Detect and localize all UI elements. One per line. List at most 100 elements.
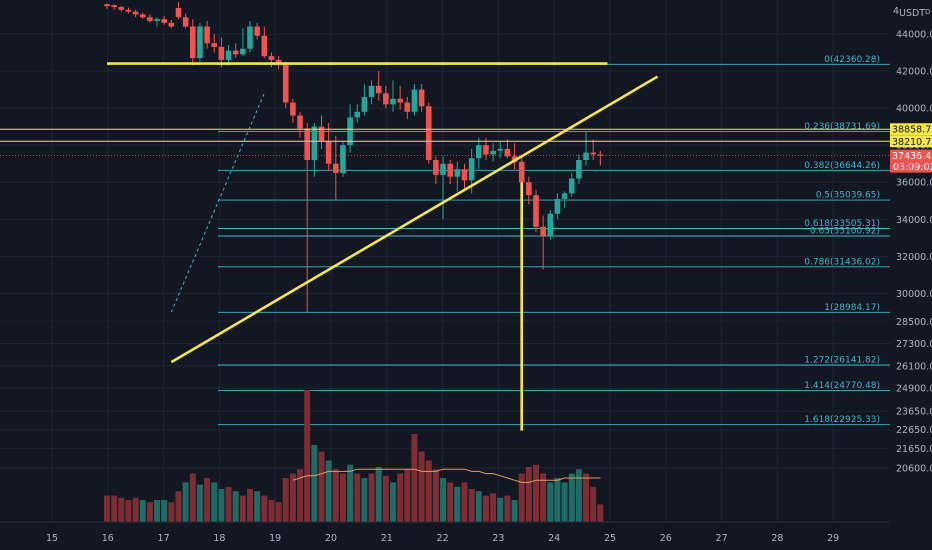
candle-body bbox=[190, 26, 196, 59]
candle bbox=[597, 150, 604, 166]
volume-bar bbox=[404, 469, 411, 522]
candle bbox=[197, 22, 203, 62]
fib-retracement[interactable]: 0(42360.28) 0.236(38731.69) 0.382(36644.26… bbox=[218, 55, 890, 425]
volume-bar bbox=[275, 502, 282, 522]
volume-bar bbox=[411, 434, 418, 522]
candle bbox=[476, 137, 482, 170]
price-tag-box bbox=[890, 123, 932, 136]
candle-body bbox=[583, 152, 589, 160]
y-tick-label: 30000.00 bbox=[896, 289, 932, 300]
volume-bar bbox=[304, 390, 311, 522]
y-tick-label: 27300.00 bbox=[896, 339, 932, 350]
candle bbox=[168, 20, 175, 29]
candle-body bbox=[261, 35, 268, 57]
volume-bar bbox=[132, 497, 139, 522]
candle-body bbox=[433, 159, 439, 175]
candle-body bbox=[111, 5, 117, 8]
candle-body bbox=[175, 7, 182, 18]
volume-bar bbox=[318, 451, 325, 522]
candle-body bbox=[225, 50, 232, 60]
candle bbox=[247, 20, 253, 53]
candle-body bbox=[504, 148, 511, 157]
currency-label: USDT bbox=[899, 8, 925, 19]
trend-lines[interactable] bbox=[107, 62, 659, 431]
candle-body bbox=[390, 98, 396, 105]
candle-body bbox=[118, 7, 125, 10]
x-tick-label: 20 bbox=[325, 533, 337, 544]
candle bbox=[540, 215, 546, 270]
countdown-label: 03:09:02 bbox=[893, 162, 932, 173]
volume-bar bbox=[204, 478, 211, 522]
volume-bar bbox=[325, 460, 332, 522]
candle bbox=[554, 193, 561, 220]
x-tick-label: 27 bbox=[716, 533, 728, 544]
candle-body bbox=[540, 226, 546, 237]
volume-bar bbox=[182, 482, 189, 522]
candle-body bbox=[361, 96, 368, 112]
candle-body bbox=[476, 145, 482, 159]
candle-body bbox=[518, 161, 525, 183]
volume-bar bbox=[146, 502, 153, 522]
volume-bar bbox=[525, 467, 532, 522]
scale-number: 4 bbox=[893, 6, 899, 17]
volume-bar bbox=[461, 482, 468, 522]
price-tag-label: 38210.73 bbox=[892, 137, 932, 148]
candle-body bbox=[354, 111, 361, 118]
volume-bar bbox=[468, 489, 475, 522]
candle-body bbox=[440, 163, 446, 175]
candle bbox=[154, 17, 160, 27]
candle bbox=[590, 139, 596, 160]
y-tick-label: 44000.00 bbox=[896, 29, 932, 40]
candle bbox=[440, 156, 446, 220]
candle-body bbox=[533, 195, 539, 227]
volume-bar bbox=[289, 473, 296, 522]
time-axis[interactable]: 15 16 17 18 19 20 21 22 23 24 25 26 27 28 29 bbox=[0, 521, 890, 544]
volume-bar bbox=[397, 473, 404, 522]
price-axis[interactable]: 4 USDT D 44000.0042000.0040000.0038000.0… bbox=[893, 6, 932, 474]
volume-bar bbox=[225, 486, 232, 522]
y-tick-label: 42000.00 bbox=[896, 67, 932, 78]
candle-body bbox=[340, 145, 346, 173]
volume-bar bbox=[104, 495, 110, 522]
candle bbox=[433, 156, 439, 185]
last-price-tag-box bbox=[890, 149, 932, 173]
volume-bar bbox=[218, 489, 225, 522]
candle bbox=[175, 2, 182, 20]
y-tick-label: 22650.00 bbox=[896, 425, 932, 436]
volume-bar bbox=[490, 493, 497, 522]
volume-bar bbox=[161, 500, 168, 522]
candle-body bbox=[590, 152, 596, 155]
y-tick-label: 26100.00 bbox=[896, 361, 932, 372]
candle bbox=[318, 115, 325, 149]
x-tick-label: 21 bbox=[381, 533, 393, 544]
volume-bar bbox=[297, 469, 304, 522]
candle bbox=[404, 96, 411, 120]
candle-body bbox=[104, 4, 110, 7]
candle-body bbox=[425, 106, 432, 160]
x-tick-label: 17 bbox=[158, 533, 170, 544]
volume-bar bbox=[518, 473, 525, 522]
price-tag-label: 38858.78 bbox=[892, 125, 932, 136]
volume-bar bbox=[111, 495, 118, 522]
candle bbox=[461, 163, 468, 192]
candle bbox=[504, 139, 511, 159]
volume-bar bbox=[447, 482, 454, 522]
volume-bar bbox=[154, 500, 161, 522]
candle bbox=[147, 14, 153, 23]
x-tick-label: 24 bbox=[548, 533, 560, 544]
x-tick-label: 16 bbox=[102, 533, 114, 544]
candle-body bbox=[461, 169, 468, 181]
candle bbox=[211, 33, 218, 53]
y-tick-label: 23650.00 bbox=[896, 407, 932, 418]
y-tick-label: 20600.00 bbox=[896, 463, 932, 474]
candle bbox=[447, 159, 453, 185]
candle-body bbox=[411, 89, 418, 112]
candle-body bbox=[275, 59, 282, 64]
candle bbox=[390, 80, 396, 112]
candle bbox=[383, 85, 389, 109]
candle bbox=[204, 20, 210, 49]
candle bbox=[139, 12, 146, 20]
candle bbox=[454, 161, 461, 192]
